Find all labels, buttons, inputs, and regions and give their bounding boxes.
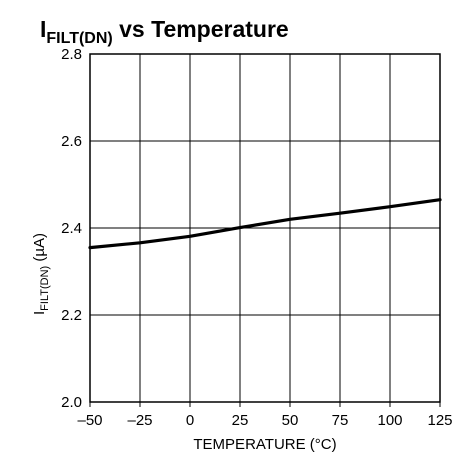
x-tick-label: 50: [282, 412, 299, 429]
y-tick-label: 2.4: [61, 220, 82, 237]
x-tick-label: 0: [186, 412, 194, 429]
y-axis-title-subscript: FILT(DN): [39, 266, 51, 311]
x-axis-title: TEMPERATURE (°C): [193, 436, 336, 453]
y-axis-title: IFILT(DN) (µA): [31, 233, 51, 315]
series-line: [88, 198, 442, 250]
chart-title-subscript: FILT(DN): [46, 30, 112, 47]
x-tick-label: –50: [77, 412, 102, 429]
chart-title-rest: vs Temperature: [113, 16, 289, 42]
y-tick-label: 2.6: [61, 133, 82, 150]
x-tick-labels: –50 –25 0 25 50 75 100 125: [77, 412, 452, 429]
plot-frame: [89, 53, 441, 403]
x-tick-label: 25: [232, 412, 249, 429]
x-tick-label: 100: [377, 412, 402, 429]
y-tick-label: 2.2: [61, 307, 82, 324]
x-tick-label: 75: [332, 412, 349, 429]
grid: [90, 54, 440, 402]
y-tick-labels: 2.0 2.2 2.4 2.6 2.8: [61, 46, 82, 411]
series-layer: [88, 198, 442, 250]
y-tick-label: 2.0: [61, 394, 82, 411]
tick-marks: [89, 402, 441, 407]
y-axis-title-rest: (µA): [31, 233, 48, 266]
x-tick-label: –25: [127, 412, 152, 429]
x-tick-label: 125: [427, 412, 452, 429]
chart-title-main: I: [40, 16, 46, 42]
y-axis-title-main: I: [31, 311, 48, 315]
y-tick-label: 2.8: [61, 46, 82, 63]
chart-title: IFILT(DN) vs Temperature: [40, 16, 289, 47]
